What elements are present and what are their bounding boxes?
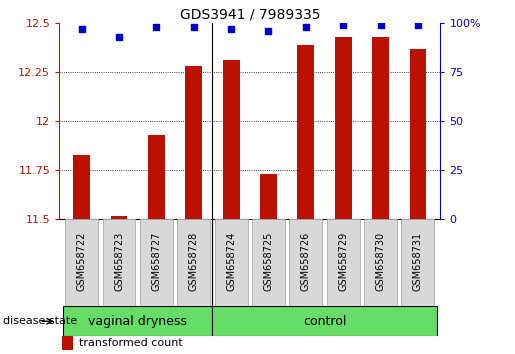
Bar [65,219,98,306]
Bar [364,219,397,306]
Bar [185,66,202,219]
Bar [73,155,90,219]
Point [414,22,422,28]
Text: GSM658724: GSM658724 [226,232,236,291]
Bar [212,306,437,336]
Bar [327,219,359,306]
Bar [260,174,277,219]
Bar [140,219,173,306]
Bar [111,216,127,219]
Point [190,24,198,30]
Text: transformed count: transformed count [79,338,182,348]
Text: GSM658729: GSM658729 [338,232,348,291]
Text: GSM658727: GSM658727 [151,232,161,291]
Text: GSM658722: GSM658722 [77,232,87,291]
Text: GSM658726: GSM658726 [301,232,311,291]
Bar [222,60,239,219]
Text: vaginal dryness: vaginal dryness [88,315,187,328]
Point [302,24,310,30]
Bar [372,37,389,219]
Text: disease state: disease state [3,316,77,326]
Bar [409,48,426,219]
Bar [402,219,434,306]
Bar [63,306,212,336]
Bar [289,219,322,306]
Point [227,26,235,32]
Bar [102,219,135,306]
Bar [297,45,314,219]
Text: GSM658731: GSM658731 [413,232,423,291]
Bar [215,219,248,306]
Point [264,28,272,34]
Text: GSM658728: GSM658728 [188,232,199,291]
Bar [252,219,285,306]
Point [376,22,385,28]
Title: GDS3941 / 7989335: GDS3941 / 7989335 [180,8,320,22]
Point [152,24,161,30]
Text: GSM658723: GSM658723 [114,232,124,291]
Text: GSM658725: GSM658725 [264,232,273,291]
Bar [177,219,210,306]
Point [115,34,123,40]
Bar [148,135,165,219]
Bar [335,37,352,219]
Text: control: control [303,315,346,328]
Text: GSM658730: GSM658730 [375,232,386,291]
Point [78,26,86,32]
Point [339,22,347,28]
